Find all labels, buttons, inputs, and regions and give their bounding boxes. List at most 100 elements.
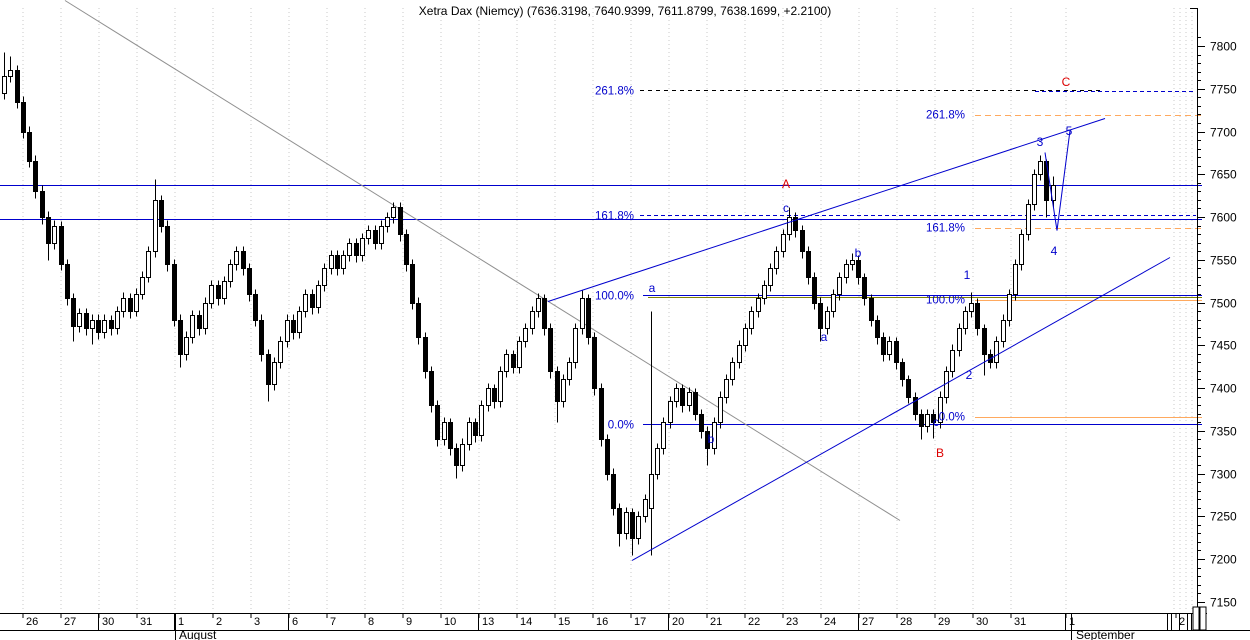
candle-body <box>109 320 114 329</box>
price-tick-label: 7600 <box>1210 211 1237 225</box>
candle-body <box>40 191 45 218</box>
candle-body <box>661 422 666 449</box>
candle-body <box>504 354 509 372</box>
candle-body <box>354 243 359 256</box>
candle-body <box>21 102 26 133</box>
candle-body <box>605 439 610 475</box>
candle-body <box>373 230 378 244</box>
candle-body <box>222 281 227 299</box>
wave-label-b: b <box>708 432 715 446</box>
candle-body <box>253 294 258 321</box>
candle-body <box>77 313 82 327</box>
corner-box-1[interactable] <box>1192 606 1200 631</box>
price-tick-label: 7800 <box>1210 40 1237 54</box>
candle-body <box>567 362 572 380</box>
wave-label-b: b <box>855 246 862 260</box>
price-tick-label: 7400 <box>1210 382 1237 396</box>
day-label: 1 <box>1069 616 1075 628</box>
candle-body <box>460 444 465 466</box>
candle-body <box>366 230 371 239</box>
candle-body <box>536 298 541 312</box>
candle-body <box>806 251 811 278</box>
candle-body <box>454 448 459 466</box>
candle-body <box>624 512 629 534</box>
candle-body <box>128 298 133 312</box>
candle-body <box>228 264 233 282</box>
candle-body <box>316 285 321 308</box>
candle-body <box>919 414 924 427</box>
candle-body <box>724 379 729 398</box>
candle-body <box>153 200 158 252</box>
candle-body <box>259 320 264 355</box>
candle-body <box>869 298 874 321</box>
wave-label-A: A <box>782 177 790 191</box>
candle-body <box>906 379 911 398</box>
candle-body <box>894 341 899 363</box>
candle-body <box>831 294 836 312</box>
price-tick-label: 7250 <box>1210 510 1237 524</box>
candle-body <box>247 268 252 295</box>
day-label: 7 <box>330 616 336 628</box>
corner-box-2[interactable] <box>1199 606 1207 631</box>
candle-body <box>636 516 641 539</box>
candle-body <box>812 277 817 304</box>
downtrend-gray <box>64 0 901 521</box>
candle-body <box>511 354 516 368</box>
candle-body <box>818 303 823 329</box>
day-label: 27 <box>862 616 874 628</box>
candle-body <box>96 320 101 333</box>
candle-body <box>360 238 365 256</box>
candle-body <box>398 207 403 235</box>
candle-body <box>347 243 352 256</box>
price-tick-label: 7700 <box>1210 126 1237 140</box>
candle-body <box>291 320 296 333</box>
candle-body <box>172 264 177 321</box>
candle-body <box>793 217 798 231</box>
candle-body <box>404 234 409 265</box>
day-label: 15 <box>558 616 570 628</box>
candle-body <box>712 422 717 449</box>
candle-body <box>423 337 428 372</box>
candle-body <box>617 508 622 534</box>
candle-body <box>59 226 64 265</box>
day-label: 16 <box>596 616 608 628</box>
candle-body <box>530 311 535 329</box>
candle-body <box>84 313 89 329</box>
candle-body <box>693 392 698 415</box>
candle-body <box>165 226 170 265</box>
candle-body <box>969 303 974 312</box>
candle-body <box>498 371 503 402</box>
candle-body <box>699 414 704 432</box>
fib-label-right: 161.8% <box>926 223 965 235</box>
candle-body <box>1019 234 1024 265</box>
candle-body <box>303 294 308 312</box>
day-label: 9 <box>406 616 412 628</box>
candle-body <box>115 311 120 329</box>
candle-body <box>429 371 434 406</box>
candle-body <box>555 371 560 402</box>
day-label: 24 <box>824 616 836 628</box>
candle-body <box>297 311 302 333</box>
wave-label-a: a <box>649 281 656 295</box>
fib-label-right: 100.0% <box>926 295 965 307</box>
price-tick-label: 7150 <box>1210 596 1237 610</box>
candle-body <box>492 388 497 402</box>
candle-body <box>272 362 277 385</box>
day-label: 14 <box>520 616 532 628</box>
candle-body <box>335 255 340 269</box>
candle-body <box>844 264 849 278</box>
fib-label-left: 161.8% <box>595 211 634 223</box>
day-label: 6 <box>292 616 298 628</box>
candle-body <box>266 354 271 385</box>
candle-body <box>379 226 384 244</box>
wave-label-5: 5 <box>1066 124 1073 138</box>
day-label: 21 <box>710 616 722 628</box>
day-label: 31 <box>1014 616 1026 628</box>
candle-body <box>8 70 13 77</box>
candle-body <box>71 298 76 327</box>
candle-body <box>875 320 880 338</box>
candle-body <box>184 337 189 355</box>
fib-label-right: 0.0% <box>939 412 965 424</box>
candle-body <box>1007 294 1012 321</box>
